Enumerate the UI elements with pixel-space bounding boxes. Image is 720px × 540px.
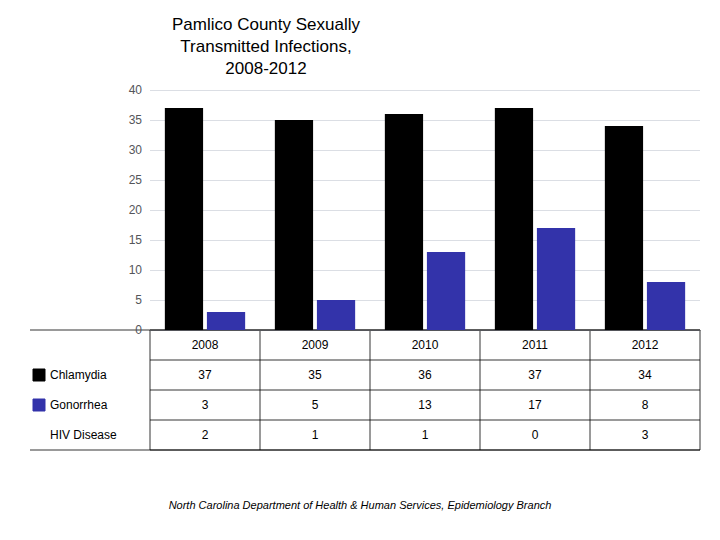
svg-text:15: 15 <box>129 233 143 247</box>
svg-text:13: 13 <box>418 398 432 412</box>
svg-text:2012: 2012 <box>632 338 659 352</box>
svg-text:34: 34 <box>638 368 652 382</box>
svg-text:Pamlico County Sexually: Pamlico County Sexually <box>172 15 361 34</box>
svg-text:37: 37 <box>198 368 212 382</box>
svg-text:35: 35 <box>308 368 322 382</box>
svg-text:1: 1 <box>312 428 319 442</box>
svg-text:Chlamydia: Chlamydia <box>50 368 107 382</box>
svg-text:3: 3 <box>202 398 209 412</box>
svg-text:36: 36 <box>418 368 432 382</box>
svg-text:17: 17 <box>528 398 542 412</box>
svg-text:2008-2012: 2008-2012 <box>225 59 306 78</box>
svg-text:25: 25 <box>129 173 143 187</box>
svg-text:2: 2 <box>202 428 209 442</box>
svg-text:35: 35 <box>129 113 143 127</box>
svg-text:Transmitted Infections,: Transmitted Infections, <box>180 37 351 56</box>
svg-text:1: 1 <box>422 428 429 442</box>
svg-text:40: 40 <box>129 83 143 97</box>
svg-text:10: 10 <box>129 263 143 277</box>
svg-text:20: 20 <box>129 203 143 217</box>
svg-text:30: 30 <box>129 143 143 157</box>
svg-text:3: 3 <box>642 428 649 442</box>
svg-text:North Carolina Department of H: North Carolina Department of Health & Hu… <box>169 499 552 511</box>
svg-text:0: 0 <box>532 428 539 442</box>
svg-text:0: 0 <box>135 323 142 337</box>
svg-text:8: 8 <box>642 398 649 412</box>
svg-text:2008: 2008 <box>192 338 219 352</box>
svg-text:HIV Disease: HIV Disease <box>50 428 117 442</box>
svg-text:5: 5 <box>135 293 142 307</box>
svg-text:37: 37 <box>528 368 542 382</box>
svg-text:2010: 2010 <box>412 338 439 352</box>
svg-text:2009: 2009 <box>302 338 329 352</box>
svg-text:Gonorrhea: Gonorrhea <box>50 398 108 412</box>
svg-text:5: 5 <box>312 398 319 412</box>
svg-text:2011: 2011 <box>522 338 548 352</box>
